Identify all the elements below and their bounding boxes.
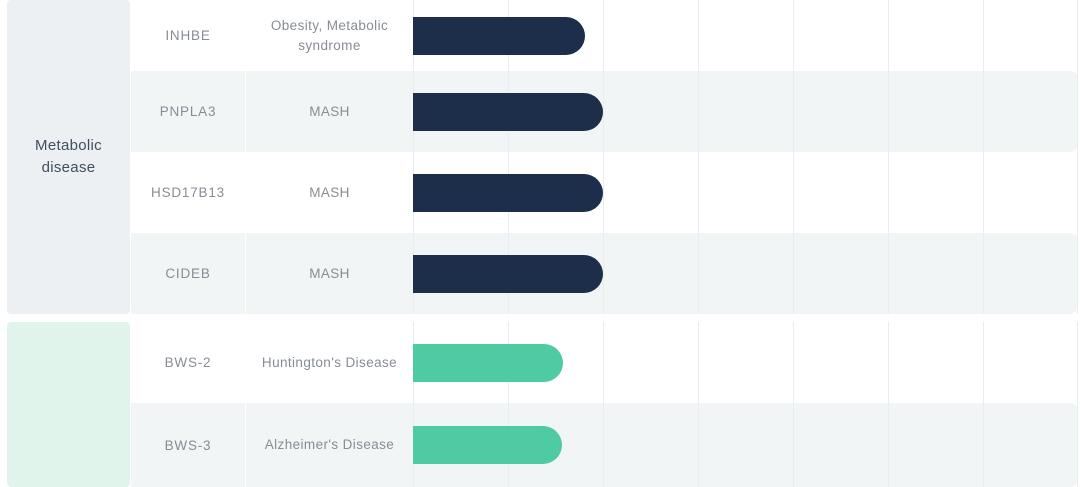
progress-bar [413, 254, 603, 293]
indication-label: Obesity, Metabolic syndrome [245, 0, 413, 71]
plot-cell [413, 322, 1078, 403]
pipeline-row: INHBE Obesity, Metabolic syndrome [131, 0, 1078, 71]
gene-name: BWS-3 [164, 437, 212, 453]
pipeline-row: PNPLA3 MASH [131, 71, 1078, 152]
pipeline-row: HSD17B13 MASH [131, 152, 1078, 233]
indication-label: MASH [245, 152, 413, 233]
gene-name: BWS-2 [164, 355, 212, 370]
group-category-label: Metabolic disease [35, 137, 102, 176]
progress-bar [413, 173, 603, 212]
gene-name: HSD17B13 [151, 185, 225, 200]
pipeline-row: CIDEB MASH [131, 233, 1078, 314]
group-rows: INHBE Obesity, Metabolic syndrome PNPLA3… [131, 0, 1080, 314]
progress-bar [413, 426, 562, 464]
progress-bar [413, 343, 563, 382]
plot-cell [413, 403, 1078, 487]
indication-label: Huntington's Disease [245, 322, 413, 403]
group-category-cell: Metabolic disease [7, 0, 130, 314]
pipeline-group: Metabolic disease INHBE Obesity, Metabol… [7, 0, 1080, 314]
group-category-cell [7, 322, 130, 487]
plot-cell [413, 233, 1078, 314]
gene-name: INHBE [165, 28, 211, 43]
indication-label: MASH [245, 233, 413, 314]
group-rows: BWS-2 Huntington's Disease BWS-3 Alzheim… [131, 322, 1080, 487]
pipeline-row: BWS-3 Alzheimer's Disease [131, 403, 1078, 487]
progress-bar [413, 16, 585, 55]
plot-cell [413, 71, 1078, 152]
pipeline-group: BWS-2 Huntington's Disease BWS-3 Alzheim… [0, 322, 1080, 487]
plot-cell [413, 0, 1078, 71]
indication-label: Alzheimer's Disease [245, 403, 413, 487]
plot-cell [413, 152, 1078, 233]
pipeline-row: BWS-2 Huntington's Disease [131, 322, 1078, 403]
indication-label: MASH [245, 71, 413, 152]
gene-name: CIDEB [165, 266, 211, 281]
gene-name: PNPLA3 [159, 104, 217, 119]
progress-bar [413, 92, 603, 131]
